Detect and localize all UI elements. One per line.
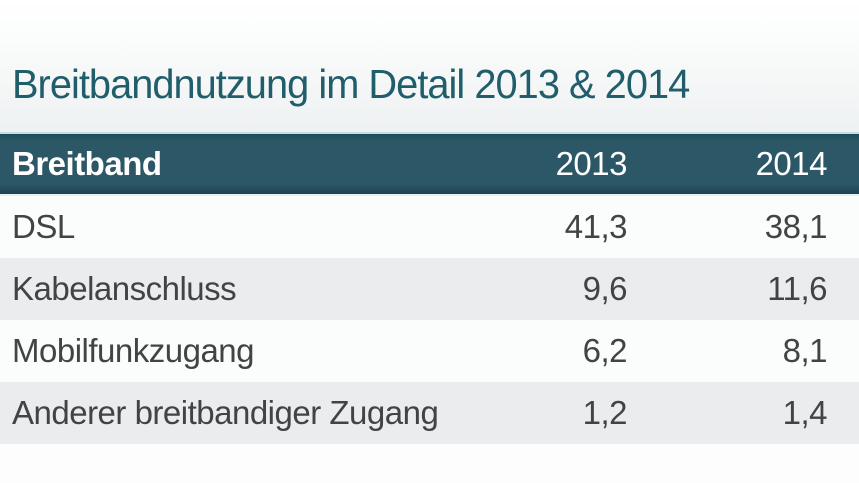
value-2014: 11,6: [653, 258, 859, 320]
col-header-breitband: Breitband: [0, 132, 480, 196]
value-2013: 6,2: [480, 320, 653, 382]
table-body: DSL 41,3 38,1 Kabelanschluss 9,6 11,6 Mo…: [0, 195, 859, 444]
col-header-2014: 2014: [653, 132, 859, 196]
value-2014: 8,1: [653, 320, 859, 382]
table-row: Anderer breitbandiger Zugang 1,2 1,4: [0, 382, 859, 444]
value-2013: 9,6: [480, 258, 653, 320]
value-2014: 38,1: [653, 195, 859, 258]
header-row: Breitband 2013 2014: [0, 132, 859, 196]
table-row: DSL 41,3 38,1: [0, 195, 859, 258]
col-header-2013: 2013: [480, 132, 653, 196]
value-2014: 1,4: [653, 382, 859, 444]
value-2013: 41,3: [480, 195, 653, 258]
bottom-spacer: [0, 444, 859, 483]
title-band: Breitbandnutzung im Detail 2013 & 2014: [0, 0, 859, 132]
table-row: Kabelanschluss 9,6 11,6: [0, 258, 859, 320]
broadband-table: Breitband 2013 2014 DSL 41,3 38,1 Kabela…: [0, 132, 859, 444]
table-row: Mobilfunkzugang 6,2 8,1: [0, 320, 859, 382]
page-title: Breitbandnutzung im Detail 2013 & 2014: [12, 61, 690, 107]
row-label: Anderer breitbandiger Zugang: [0, 382, 480, 444]
table-header: Breitband 2013 2014: [0, 132, 859, 196]
value-2013: 1,2: [480, 382, 653, 444]
row-label: Mobilfunkzugang: [0, 320, 480, 382]
row-label: DSL: [0, 195, 480, 258]
row-label: Kabelanschluss: [0, 258, 480, 320]
